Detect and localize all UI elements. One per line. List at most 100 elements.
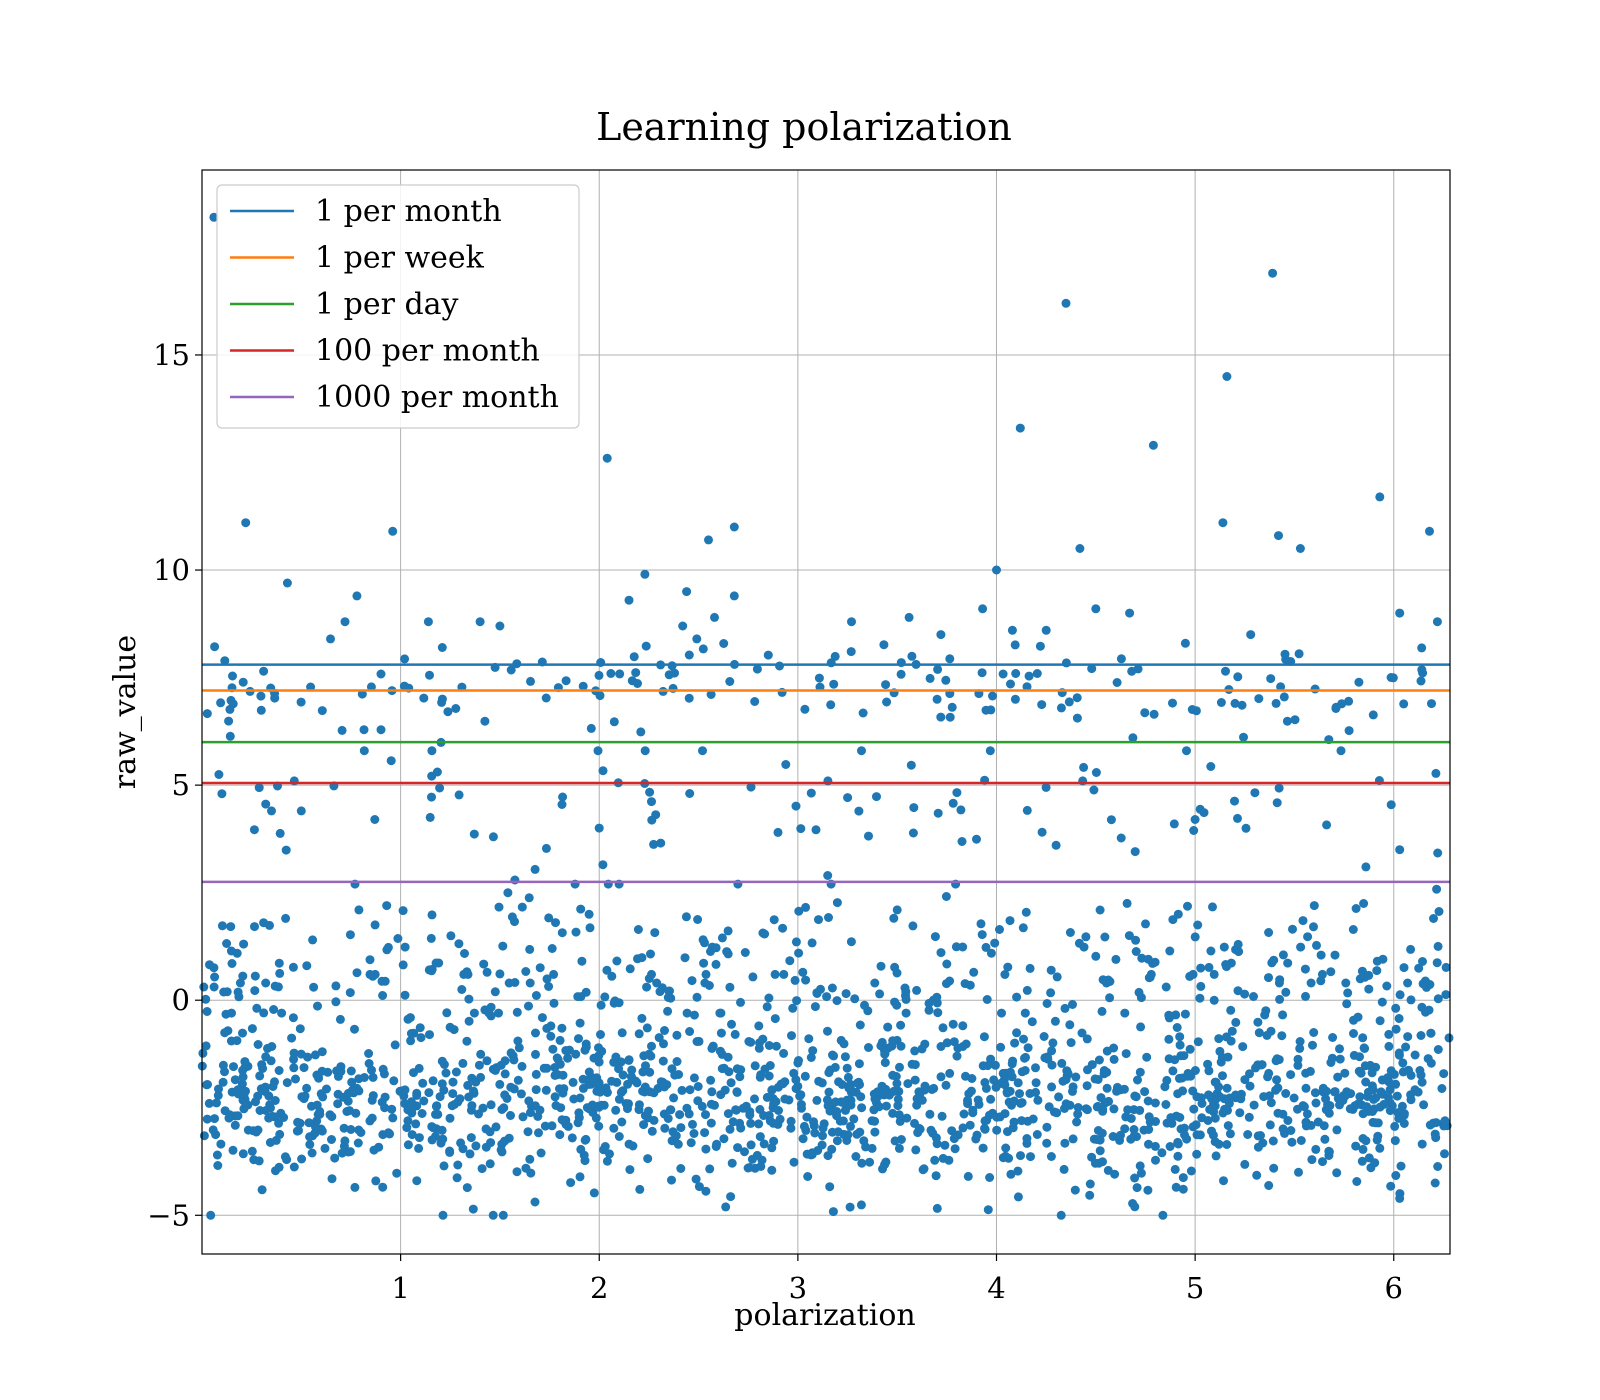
scatter-point [647,815,657,825]
scatter-point [896,669,906,679]
scatter-point [1293,1054,1303,1064]
scatter-point [269,1005,279,1014]
scatter-point [335,1014,345,1024]
scatter-point [1016,1151,1025,1161]
scatter-point [458,1144,468,1154]
scatter-point [881,1101,891,1111]
scatter-point [920,1081,930,1091]
scatter-point [830,651,840,661]
scatter-point [1000,970,1010,979]
scatter-point [1085,1179,1095,1189]
y-tick-label: 5 [172,768,190,802]
scatter-point [388,526,398,536]
scatter-point [462,1036,472,1046]
scatter-point [581,1042,591,1052]
scatter-point [607,971,617,981]
scatter-point [769,1136,779,1146]
scatter-point [1219,1176,1228,1186]
scatter-point [295,1024,305,1034]
scatter-point [711,959,721,969]
scatter-point [216,1139,226,1149]
scatter-point [746,1140,756,1150]
scatter-point [589,1053,599,1063]
scatter-point [526,676,535,686]
scatter-point [1017,1067,1027,1077]
scatter-point [513,1036,523,1046]
x-tick-label: 4 [987,1271,1005,1305]
scatter-point [1116,654,1126,664]
scatter-point [837,1097,847,1107]
scatter-point [907,651,917,661]
scatter-point [626,1072,636,1082]
scatter-point [1052,1108,1062,1118]
scatter-point [250,922,259,932]
scatter-point [689,1129,699,1138]
scatter-point [496,1145,506,1155]
scatter-point [600,992,610,1002]
scatter-point [254,1156,264,1166]
scatter-point [1169,819,1179,829]
scatter-point [1286,1126,1296,1135]
scatter-point [544,913,554,923]
scatter-point [258,1064,268,1073]
scatter-point [1126,1114,1136,1123]
scatter-point [589,1188,599,1198]
scatter-point [1024,671,1034,681]
scatter-point [823,1101,833,1111]
scatter-point [1121,1049,1131,1059]
scatter-point [214,770,224,779]
scatter-point [811,825,821,835]
scatter-point [637,953,647,963]
scatter-point [1271,698,1281,708]
scatter-point [936,1042,946,1051]
scatter-point [894,1110,904,1120]
scatter-point [448,1077,458,1087]
scatter-point [1354,677,1364,687]
scatter-point [1171,1182,1181,1192]
scatter-point [640,569,650,579]
scatter-point [925,673,935,683]
scatter-point [345,988,355,998]
scatter-point [800,704,810,714]
scatter-point [1233,813,1242,823]
scatter-point [369,1145,379,1155]
scatter-point [936,1072,946,1082]
scatter-point [748,972,758,982]
scatter-points [197,212,1454,1220]
scatter-point [693,1096,703,1106]
scatter-point [655,987,665,997]
scatter-point [824,913,833,922]
scatter-point [933,1008,943,1018]
scatter-point [941,1080,951,1090]
scatter-point [475,617,485,627]
scatter-point [1386,673,1396,682]
scatter-point [1335,1044,1344,1054]
scatter-point [1081,932,1091,942]
scatter-point [228,1145,238,1155]
scatter-point [963,1095,972,1105]
scatter-point [888,1036,898,1046]
scatter-point [796,1100,806,1109]
scatter-point [623,1104,632,1114]
scatter-point [851,1152,861,1161]
scatter-point [1367,1107,1377,1116]
scatter-point [774,1106,783,1115]
scatter-point [494,902,504,912]
scatter-point [660,1123,670,1133]
scatter-point [594,1102,604,1112]
scatter-point [1019,1034,1028,1044]
scatter-point [1268,268,1278,278]
scatter-point [466,1133,476,1143]
scatter-point [593,746,603,756]
scatter-point [596,1000,606,1010]
scatter-point [986,705,996,715]
scatter-point [740,948,750,957]
scatter-point [1073,1109,1083,1119]
scatter-point [963,1171,973,1181]
scatter-point [706,1075,716,1085]
y-axis-ticks: −5 0 5 10 15 [147,338,202,1232]
scatter-point [586,723,596,733]
scatter-point [1217,1052,1227,1062]
scatter-point [445,1022,455,1032]
scatter-point [807,938,817,948]
